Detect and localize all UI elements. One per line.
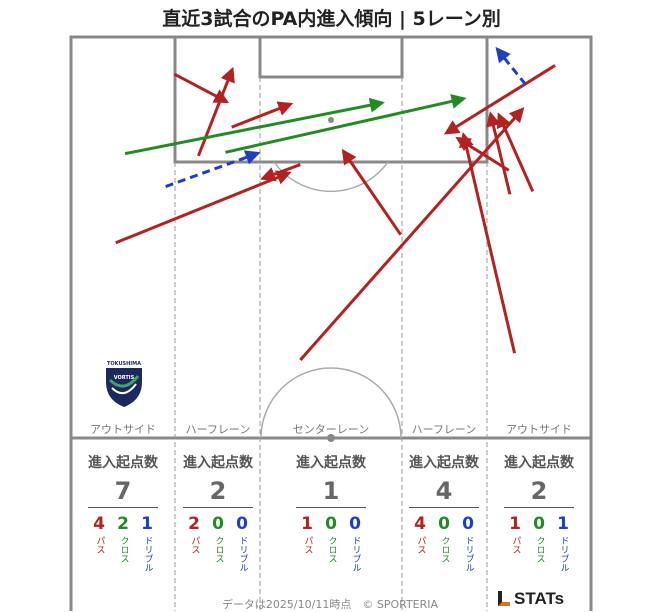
pass-label: パス xyxy=(510,536,521,554)
penalty-arc xyxy=(273,161,389,193)
pass-label: パス xyxy=(189,536,200,554)
pass-count: 4 xyxy=(93,514,105,534)
pass-count: 4 xyxy=(414,514,426,534)
stat-header: 進入起点数 xyxy=(183,455,253,471)
brand-text: STATs xyxy=(514,589,565,608)
pass-label: パス xyxy=(94,536,105,554)
pass-arrow-11 xyxy=(496,112,535,193)
center-spot xyxy=(327,434,335,442)
brand-mark-icon xyxy=(498,591,510,606)
arrow-layer xyxy=(115,46,556,361)
pass-arrow-2 xyxy=(197,66,235,157)
stat-total: 7 xyxy=(114,477,132,505)
dribble-label: ドリブル xyxy=(463,536,474,572)
cross-count: 0 xyxy=(325,514,337,534)
lane-label-halflane-left: ハーフレーン xyxy=(185,423,251,436)
pass-arrow-6 xyxy=(299,107,525,361)
stat-total: 1 xyxy=(322,477,340,505)
pass-arrow-0 xyxy=(115,170,292,245)
cross-count: 0 xyxy=(533,514,545,534)
dribble-label: ドリブル xyxy=(350,536,361,572)
pass-count: 1 xyxy=(301,514,313,534)
lane-stats: 進入起点数 4 4 パス 0 クロス 0 ドリブル xyxy=(394,452,494,572)
dribble-label: ドリブル xyxy=(558,536,569,572)
dribble-arrow-14 xyxy=(165,150,261,188)
cross-arrow-13 xyxy=(225,94,467,154)
dribble-count: 1 xyxy=(557,514,569,534)
pass-label: パス xyxy=(302,536,313,554)
penalty-spot xyxy=(328,117,334,123)
cross-arrow-12 xyxy=(124,97,385,156)
chart-title: 直近3試合のPA内進入傾向 | 5レーン別 xyxy=(162,8,501,30)
pass-arrow-8 xyxy=(443,64,556,135)
pass-arrow-5 xyxy=(341,148,402,236)
dribble-label: ドリブル xyxy=(237,536,248,572)
dribble-label: ドリブル xyxy=(142,536,153,572)
stat-total: 2 xyxy=(530,477,548,505)
dribble-arrow-15 xyxy=(495,46,527,86)
lane-label-outside-left: アウトサイド xyxy=(90,423,156,436)
lane-stats: 進入起点数 1 1 パス 0 クロス 0 ドリブル xyxy=(281,452,381,572)
pass-arrow-4 xyxy=(260,163,301,182)
team-logo: TOKUSHIMA VORTIS xyxy=(102,360,146,412)
pass-arrow-7 xyxy=(459,131,517,354)
dribble-count: 0 xyxy=(462,514,474,534)
stat-total: 4 xyxy=(435,477,453,505)
cross-label: クロス xyxy=(439,536,450,563)
center-circle xyxy=(260,367,402,439)
logo-text: VORTIS xyxy=(113,375,135,381)
dribble-count: 0 xyxy=(236,514,248,534)
pass-label: パス xyxy=(415,536,426,554)
lane-stats: 進入起点数 2 1 パス 0 クロス 1 ドリブル xyxy=(489,452,589,572)
cross-label: クロス xyxy=(534,536,545,563)
stat-header: 進入起点数 xyxy=(504,455,574,471)
pass-count: 2 xyxy=(188,514,200,534)
cross-count: 0 xyxy=(438,514,450,534)
cross-count: 2 xyxy=(117,514,129,534)
stat-header: 進入起点数 xyxy=(409,455,479,471)
lane-label-halflane-right: ハーフレーン xyxy=(411,423,477,436)
cross-count: 0 xyxy=(212,514,224,534)
stat-total: 2 xyxy=(209,477,227,505)
dribble-count: 1 xyxy=(141,514,153,534)
lane-stats: 進入起点数 7 4 パス 2 クロス 1 ドリブル xyxy=(73,452,173,572)
stat-header: 進入起点数 xyxy=(88,455,158,471)
dribble-count: 0 xyxy=(349,514,361,534)
logo-text: TOKUSHIMA xyxy=(107,361,141,367)
pass-arrow-10 xyxy=(486,111,512,195)
lane-stats: 進入起点数 2 2 パス 0 クロス 0 ドリブル xyxy=(168,452,268,572)
lane-label-outside-right: アウトサイド xyxy=(506,423,572,436)
pass-count: 1 xyxy=(509,514,521,534)
cross-label: クロス xyxy=(326,536,337,563)
pass-arrow-3 xyxy=(231,101,294,129)
pass-arrow-9 xyxy=(455,136,510,172)
brand-logo: STATs xyxy=(498,589,564,609)
footer-note: データは2025/10/11時点 © SPORTERIA xyxy=(221,598,439,611)
pass-arrow-1 xyxy=(173,72,230,104)
lane-label-center: センターレーン xyxy=(292,423,370,436)
stat-header: 進入起点数 xyxy=(296,455,366,471)
goal-box xyxy=(258,35,404,79)
cross-label: クロス xyxy=(118,536,129,563)
cross-label: クロス xyxy=(213,536,224,563)
